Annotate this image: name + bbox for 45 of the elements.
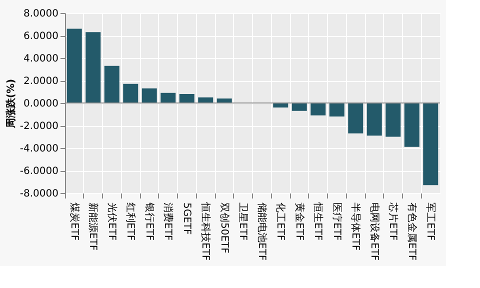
y-tick-label: 8.0000 <box>24 8 58 20</box>
x-tick-label: 银行ETF <box>143 202 154 241</box>
x-tick-label: 储能电池ETF <box>256 202 268 261</box>
y-tick-label: -8.0000 <box>20 188 58 200</box>
bar <box>66 28 82 103</box>
y-tick-label: 2.0000 <box>24 76 58 87</box>
x-tick-label: 双创50ETF <box>218 202 230 254</box>
x-tick-label: 新能源ETF <box>87 202 100 251</box>
bar <box>310 103 326 116</box>
bar <box>142 88 157 103</box>
x-tick-label: 恒生科技ETF <box>200 202 212 261</box>
x-tick-label: 煤炭ETF <box>68 202 80 241</box>
y-tick-label: -4.0000 <box>20 144 58 154</box>
y-tick-label: 6.0000 <box>24 31 58 42</box>
x-tick-label: 军工ETF <box>424 202 436 241</box>
bar <box>160 92 176 103</box>
x-tick-label: 红利ETF <box>124 202 137 241</box>
bar <box>123 84 138 103</box>
bar <box>179 94 194 103</box>
x-tick-label: 芯片ETF <box>387 202 400 241</box>
y-axis-title: 周涨跌(%) <box>4 78 17 130</box>
bar <box>423 103 438 186</box>
x-tick-label: 恒生ETF <box>312 202 324 241</box>
bar <box>329 103 344 116</box>
x-tick-label: 黄金ETF <box>293 202 306 241</box>
bar <box>366 103 382 136</box>
x-tick-label: 5GETF <box>180 202 192 236</box>
bar <box>386 103 401 137</box>
bar <box>292 103 307 111</box>
y-tick-label: -2.0000 <box>20 121 58 132</box>
bar <box>404 103 420 147</box>
x-tick-label: 电网设备ETF <box>368 202 380 261</box>
y-tick-label: -6.0000 <box>20 166 58 177</box>
x-tick-label: 医疗ETF <box>330 202 343 241</box>
x-tick-label: 光伏ETF <box>106 202 118 241</box>
x-tick-label: 半导体ETF <box>350 202 362 251</box>
x-tick-label: 消费ETF <box>162 202 174 241</box>
x-tick-label: 化工ETF <box>274 202 287 241</box>
bar <box>104 66 120 103</box>
y-tick-label: 4.0000 <box>24 54 58 64</box>
bar <box>348 103 364 134</box>
bar <box>86 32 101 103</box>
x-tick-label: 卫星ETF <box>237 202 248 241</box>
y-tick-label: 0.0000 <box>24 98 58 110</box>
x-tick-label: 有色金属ETF <box>406 202 418 261</box>
